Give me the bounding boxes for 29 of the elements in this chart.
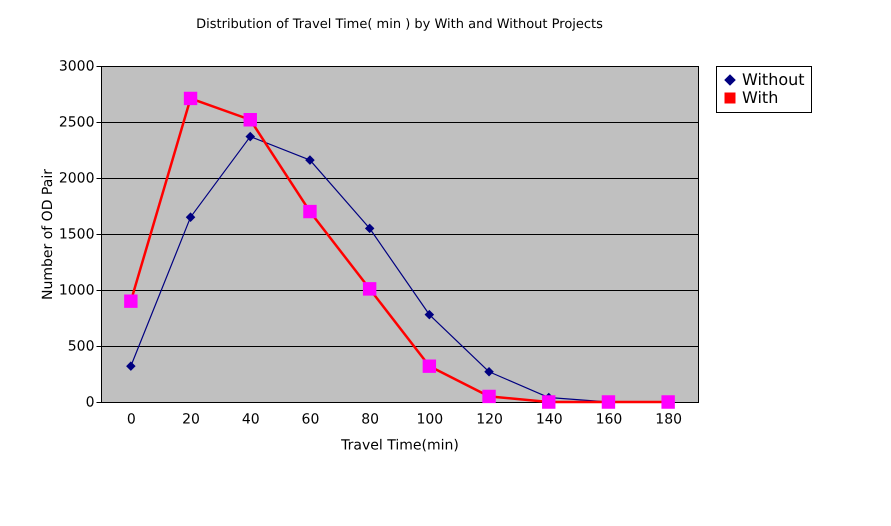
y-tick-label: 0 bbox=[86, 394, 94, 410]
point bbox=[246, 132, 255, 141]
y-tick-label: 1000 bbox=[58, 282, 94, 298]
y-tick-label: 500 bbox=[68, 338, 94, 354]
x-tick-label: 140 bbox=[536, 412, 563, 428]
x-tick-label: 60 bbox=[302, 412, 320, 428]
x-tick-label: 120 bbox=[476, 412, 503, 428]
point bbox=[484, 367, 494, 376]
x-tick-label: 40 bbox=[242, 412, 260, 428]
y-tick-label: 3000 bbox=[58, 58, 94, 74]
point bbox=[424, 310, 434, 319]
x-tick-label: 100 bbox=[416, 412, 444, 428]
y-axis-title: Number of OD Pair bbox=[40, 168, 56, 300]
point bbox=[126, 362, 136, 371]
point bbox=[365, 224, 374, 233]
x-axis-title: Travel Time(min) bbox=[340, 438, 459, 454]
x-tick-label: 0 bbox=[126, 412, 136, 428]
chart-title: Distribution of Travel Time( min ) by With and Without Projects bbox=[196, 17, 604, 32]
y-tick-label: 1500 bbox=[58, 226, 94, 242]
x-tick-label: 20 bbox=[182, 412, 200, 428]
y-tick-label: 2500 bbox=[58, 114, 94, 130]
legend-label: With bbox=[742, 88, 778, 107]
y-tick-label: 2000 bbox=[58, 170, 94, 186]
point bbox=[306, 156, 314, 164]
legend-label: Without bbox=[742, 70, 805, 89]
x-tick-label: 80 bbox=[361, 412, 380, 428]
x-tick-label: 160 bbox=[596, 412, 622, 428]
point bbox=[186, 212, 195, 222]
x-tick-label: 180 bbox=[655, 412, 682, 428]
